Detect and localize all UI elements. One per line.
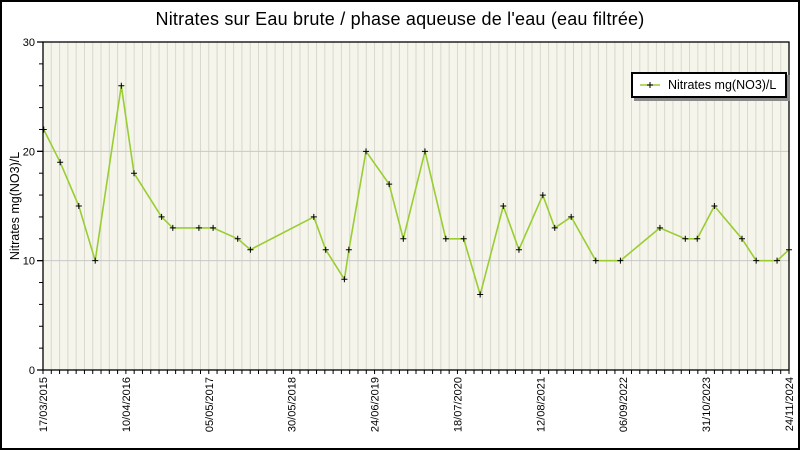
y-tick-labels: 0 10 20 30 — [23, 37, 35, 377]
svg-text:24/06/2019: 24/06/2019 — [370, 377, 382, 432]
data-line — [42, 84, 790, 296]
svg-text:20: 20 — [23, 146, 35, 158]
legend: Nitrates mg(NO3)/L — [631, 72, 788, 98]
svg-text:10/04/2016: 10/04/2016 — [121, 377, 133, 432]
svg-text:06/09/2022: 06/09/2022 — [618, 377, 630, 432]
svg-text:05/05/2017: 05/05/2017 — [204, 377, 216, 432]
svg-text:30/05/2018: 30/05/2018 — [287, 377, 299, 432]
x-tick-labels: 17/03/2015 10/04/2016 05/05/2017 30/05/2018… — [38, 377, 796, 432]
horizontal-gridlines — [43, 150, 789, 262]
x-axis-ticks — [42, 370, 790, 374]
svg-text:17/03/2015: 17/03/2015 — [38, 377, 50, 432]
chart-title: Nitrates sur Eau brute / phase aqueuse d… — [155, 9, 645, 29]
svg-text:10: 10 — [23, 256, 35, 268]
svg-text:18/07/2020: 18/07/2020 — [452, 377, 464, 432]
legend-label: Nitrates mg(NO3)/L — [668, 78, 777, 92]
svg-text:0: 0 — [29, 365, 35, 377]
series-line-marker-icon — [639, 79, 661, 91]
y-axis-ticks — [37, 41, 43, 371]
vertical-stripe-gridlines — [50, 42, 782, 370]
svg-text:31/10/2023: 31/10/2023 — [701, 377, 713, 432]
svg-text:30: 30 — [23, 37, 35, 49]
svg-text:24/11/2024: 24/11/2024 — [784, 377, 796, 431]
data-point-markers — [40, 82, 792, 298]
svg-text:12/08/2021: 12/08/2021 — [535, 377, 547, 432]
